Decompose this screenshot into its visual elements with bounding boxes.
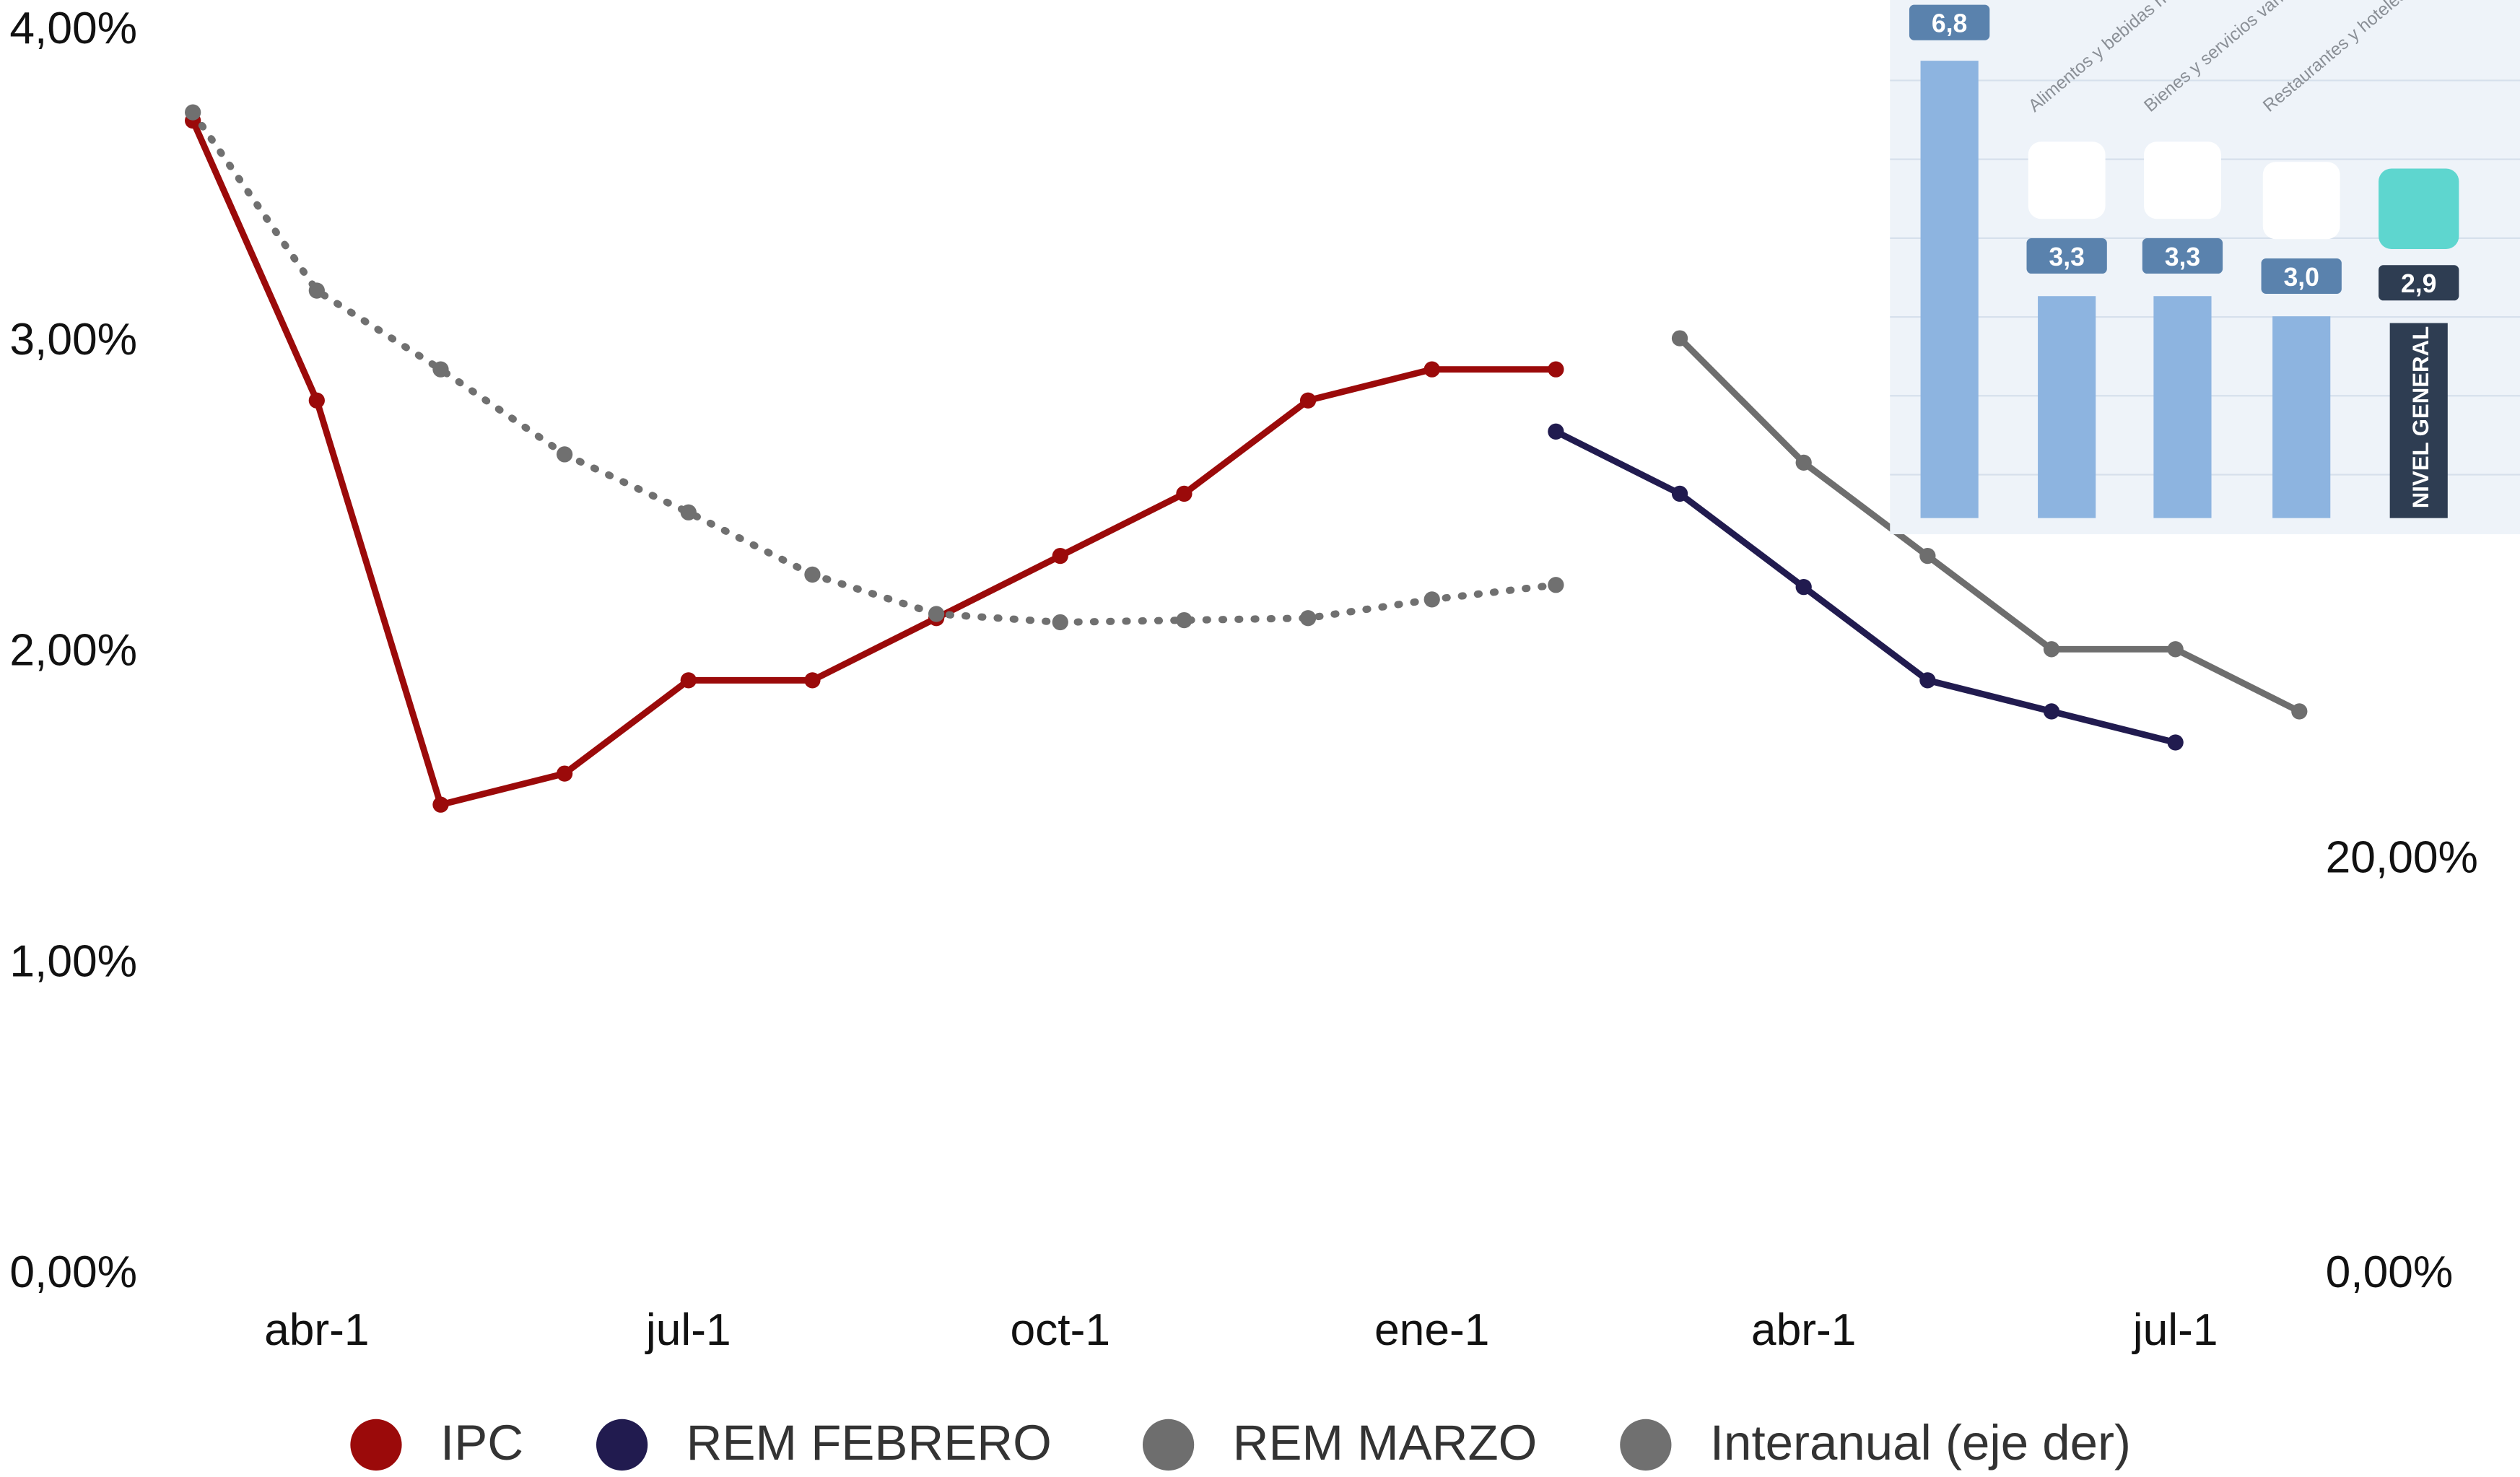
data-point [1052, 547, 1068, 565]
inset-bar [1920, 61, 1979, 518]
x-tick-label: abr-1 [264, 1305, 370, 1355]
legend-marker [350, 1419, 402, 1471]
y2-tick-label: 20,00% [2326, 833, 2478, 883]
inset-value-label: 3,3 [2049, 243, 2085, 271]
series-line [1676, 335, 2303, 715]
legend-marker [596, 1419, 648, 1471]
data-point [2167, 734, 2184, 751]
inset-icon [2144, 141, 2221, 219]
inset-bar [2153, 296, 2212, 518]
x-tick-label: jul-1 [645, 1305, 731, 1355]
data-point [1795, 454, 1812, 471]
legend-marker [1142, 1419, 1195, 1471]
inset-icon [2262, 162, 2340, 240]
data-point [804, 672, 821, 689]
inset-value-box [2261, 258, 2342, 294]
data-point [1299, 392, 1317, 409]
data-point [2043, 703, 2060, 720]
series-line [1552, 428, 2179, 746]
data-point [1919, 672, 1936, 689]
data-point [1919, 547, 1936, 565]
x-tick-label: ene-1 [1374, 1305, 1489, 1355]
data-point [1299, 610, 1317, 627]
data-point [1671, 330, 1688, 347]
inset-icon [2379, 168, 2459, 249]
data-point [2043, 641, 2060, 658]
data-point [185, 104, 201, 121]
inset-value-box [2026, 238, 2107, 274]
data-point [308, 392, 325, 409]
data-point [1671, 485, 1688, 502]
inset-value-label: 3,3 [2165, 243, 2201, 271]
data-point [557, 765, 573, 782]
data-point [1795, 579, 1812, 596]
data-point [2291, 703, 2308, 720]
data-point [1548, 361, 1564, 378]
data-point [308, 282, 325, 299]
data-point [928, 606, 945, 622]
data-point [1424, 591, 1440, 608]
data-point [1176, 485, 1193, 502]
inset-icon [2028, 141, 2106, 219]
inset-infographic: 6,83,3Alimentos y bebidas no alcohólicas… [1890, 0, 2520, 534]
inset-bar [2389, 323, 2448, 518]
data-point [680, 504, 697, 520]
y2-tick-label: 0,00% [2326, 1247, 2454, 1297]
data-point [680, 672, 697, 689]
inset-value-label: 2,9 [2401, 269, 2437, 298]
data-point [1548, 577, 1564, 593]
y-tick-label: 0,00% [9, 1247, 137, 1297]
data-point [1176, 611, 1193, 629]
y-tick-label: 3,00% [9, 315, 137, 365]
y-tick-label: 1,00% [9, 936, 137, 986]
inset-bar [2272, 316, 2331, 518]
inset-value-label: 6,8 [1932, 9, 1968, 38]
x-tick-label: abr-1 [1751, 1305, 1857, 1355]
inset-category-label: NIVEL GENERAL [2408, 326, 2433, 508]
data-point [432, 796, 449, 813]
x-tick-label: jul-1 [2132, 1305, 2218, 1355]
legend-label: IPC [440, 1414, 523, 1471]
legend-marker [1620, 1419, 1672, 1471]
series-line [189, 117, 1559, 809]
inset-value-box [1909, 4, 1990, 40]
legend-label: REM FEBRERO [686, 1414, 1052, 1471]
y-tick-label: 4,00% [9, 4, 137, 53]
series-line [189, 108, 1560, 626]
data-point [432, 361, 449, 378]
legend-label: Interanual (eje der) [1710, 1414, 2131, 1471]
inset-value-box [2379, 265, 2459, 301]
inset-bar [2038, 296, 2096, 518]
y-tick-label: 2,00% [9, 626, 137, 676]
legend-label: REM MARZO [1233, 1414, 1538, 1471]
data-point [804, 566, 821, 583]
data-point [1052, 614, 1068, 631]
data-point [1548, 423, 1564, 440]
data-point [557, 446, 573, 463]
data-point [1424, 361, 1440, 378]
data-point [2167, 641, 2184, 658]
inset-value-box [2142, 238, 2223, 274]
x-tick-label: oct-1 [1010, 1305, 1110, 1355]
inset-value-label: 3,0 [2283, 263, 2319, 292]
